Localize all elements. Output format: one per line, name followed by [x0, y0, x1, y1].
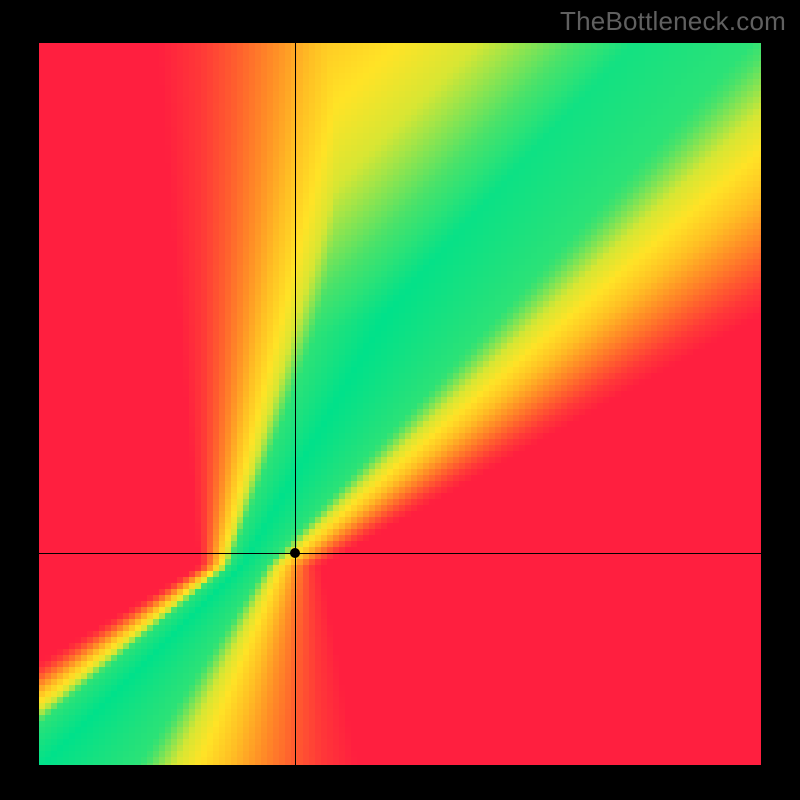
- crosshair-horizontal: [39, 553, 761, 554]
- watermark-text: TheBottleneck.com: [560, 6, 786, 37]
- crosshair-vertical: [295, 43, 296, 765]
- heatmap-plot: [39, 43, 761, 765]
- heatmap-canvas: [39, 43, 761, 765]
